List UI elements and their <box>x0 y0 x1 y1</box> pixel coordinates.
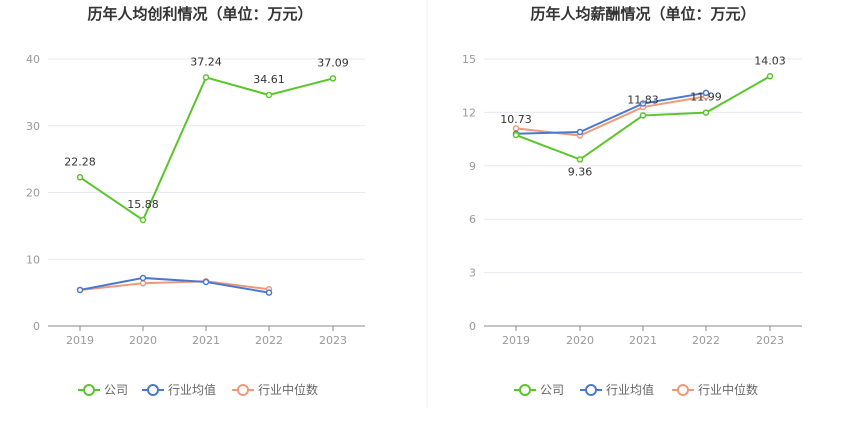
legend-item[interactable]: 公司 <box>78 383 128 397</box>
series-line <box>79 276 270 294</box>
chart-title: 历年人均薪酬情况（单位：万元） <box>530 5 755 23</box>
data-label: 9.36 <box>568 165 593 178</box>
legend-item[interactable]: 行业中位数 <box>672 382 758 397</box>
y-tick-label: 9 <box>469 160 476 173</box>
data-point <box>265 91 273 99</box>
y-tick-label: 0 <box>469 320 476 333</box>
data-point <box>512 131 520 139</box>
legend-label: 行业中位数 <box>698 382 758 397</box>
legend-swatch-marker <box>519 384 531 396</box>
x-tick-label: 2019 <box>502 334 530 347</box>
data-point <box>139 216 147 224</box>
legend-swatch-marker <box>83 384 95 396</box>
legend-label: 公司 <box>104 383 128 397</box>
x-tick-label: 2022 <box>692 334 720 347</box>
data-label: 14.03 <box>754 54 786 67</box>
y-tick-label: 15 <box>462 53 476 66</box>
series-line <box>79 280 270 291</box>
data-point <box>639 112 647 119</box>
legend-label: 行业均值 <box>168 382 216 397</box>
data-label: 10.73 <box>500 113 532 126</box>
data-point <box>329 75 337 82</box>
legend-item[interactable]: 行业均值 <box>142 382 216 397</box>
legend-item[interactable]: 公司 <box>514 383 564 397</box>
y-tick-label: 12 <box>462 106 476 119</box>
series-line <box>515 91 707 135</box>
y-tick-label: 3 <box>469 267 476 280</box>
x-tick-label: 2022 <box>255 334 283 347</box>
salary-per-capita-chart: 历年人均薪酬情况（单位：万元） 0 3 6 9 12 15 2019 2020 2021 2022 2… <box>462 5 802 397</box>
data-label: 11.83 <box>627 93 659 106</box>
x-tick-label: 2021 <box>629 334 657 347</box>
data-point <box>576 156 584 163</box>
legend-label: 行业中位数 <box>258 382 318 397</box>
data-point <box>702 89 710 97</box>
data-point <box>139 280 147 287</box>
legend-item[interactable]: 行业均值 <box>580 382 654 397</box>
data-point <box>576 128 584 136</box>
data-point <box>265 289 273 296</box>
legend-item[interactable]: 行业中位数 <box>232 382 318 397</box>
profit-per-capita-chart: 历年人均创利情况（单位：万元） 0 10 20 30 40 2019 2020 2021 2022… <box>26 5 365 397</box>
data-point <box>512 125 520 132</box>
data-point <box>76 174 84 181</box>
data-point <box>76 286 84 294</box>
data-label: 15.88 <box>127 198 159 211</box>
y-tick-label: 10 <box>26 253 40 266</box>
x-tick-label: 2020 <box>566 334 594 347</box>
data-label: 22.28 <box>64 155 96 168</box>
legend-swatch-marker <box>677 384 689 396</box>
y-tick-label: 20 <box>26 187 40 200</box>
data-point <box>702 109 710 116</box>
data-point <box>766 73 774 80</box>
legend-swatch-marker <box>585 384 597 396</box>
x-tick-label: 2019 <box>66 334 94 347</box>
x-tick-label: 2020 <box>129 334 157 347</box>
series-line <box>79 76 334 222</box>
x-tick-label: 2023 <box>319 334 347 347</box>
y-tick-label: 30 <box>26 120 40 133</box>
data-point <box>202 74 210 81</box>
legend-label: 行业均值 <box>606 382 654 397</box>
chart-title: 历年人均创利情况（单位：万元） <box>87 5 312 23</box>
legend-swatch-marker <box>147 384 159 396</box>
data-label: 34.61 <box>253 73 285 86</box>
y-tick-label: 0 <box>33 320 40 333</box>
data-label: 37.09 <box>317 56 349 69</box>
y-tick-label: 40 <box>26 53 40 66</box>
legend-label: 公司 <box>540 383 564 397</box>
legend-swatch-marker <box>237 384 249 396</box>
series-line <box>515 95 707 137</box>
data-point <box>639 100 647 107</box>
x-tick-label: 2023 <box>756 334 784 347</box>
data-point <box>202 278 210 286</box>
x-tick-label: 2021 <box>192 334 220 347</box>
y-tick-label: 6 <box>469 213 476 226</box>
data-label: 11.99 <box>690 91 722 104</box>
data-point <box>139 274 147 282</box>
data-label: 37.24 <box>190 55 222 68</box>
